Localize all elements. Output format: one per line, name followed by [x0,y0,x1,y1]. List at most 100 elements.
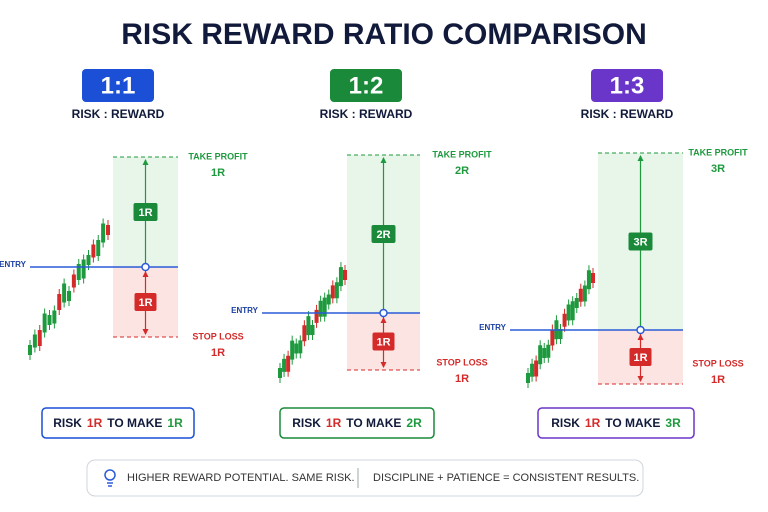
take-profit-value: 1R [211,167,225,179]
ratio-badge [591,69,663,102]
arrow-head [142,329,149,335]
reward-box [371,225,396,243]
arrow-head [637,155,644,161]
candle-body [330,285,335,299]
summary-risk-word: RISK [292,416,321,430]
candle-body [42,313,47,333]
candle-body [290,340,295,360]
summary-reward-value: 2R [406,416,422,430]
candle-body [52,310,57,324]
footer-right: DISCIPLINE + PATIENCE = CONSISTENT RESUL… [373,472,639,484]
candle-body [86,255,91,265]
title: RISK REWARD RATIO COMPARISON [121,18,647,51]
summary-reward-value: 3R [665,416,681,430]
candle-body [76,264,81,280]
bulb-icon [104,469,116,487]
take-profit-label: TAKE PROFIT [688,147,748,157]
candle-body [550,329,555,346]
risk-box [629,348,652,366]
entry-label: ENTRY [0,260,27,269]
entry-label: ENTRY [479,323,506,332]
take-profit-label: TAKE PROFIT [432,149,492,159]
risk-box [372,332,395,351]
candle-body [343,270,347,280]
candle-body [67,291,71,301]
summary-reward-value: 1R [167,416,183,430]
ratio: 1:3 [610,72,645,99]
candle-body [562,313,567,327]
summary-middle: TO MAKE [605,416,660,430]
ratio-badge [330,69,402,102]
candle-body [558,329,563,339]
candle-body [302,325,307,342]
risk-box-label: 1R [376,336,390,348]
candle-body [28,345,32,355]
entry-label: ENTRY [231,306,258,315]
arrow-head [380,157,387,163]
arrow-head [637,376,644,382]
arrow-head [142,159,149,165]
ratio-badge [82,69,154,102]
candle-body [71,274,76,288]
arrow-head [380,317,387,323]
candle-body [47,315,52,325]
ratio: 1:2 [349,72,384,99]
candle-body [32,334,37,348]
summary-pill [537,407,695,439]
candle-body [314,309,319,323]
subtitle: RISK : REWARD [72,107,165,121]
summary-pill [279,407,435,439]
candle-body [570,301,575,321]
candle-body [542,348,547,358]
candle-body [62,283,67,303]
risk-box-label: 1R [138,297,152,309]
candle-body [530,363,535,377]
risk-box-label: 1R [633,352,647,364]
candle-body [526,373,530,383]
candle-body [326,294,331,305]
entry-point [379,308,388,318]
candle-body [591,273,595,283]
candle-body [582,285,587,302]
candle-body [574,298,579,308]
subtitle: RISK : REWARD [320,107,413,121]
stop-loss-value: 1R [455,373,469,385]
candle-body [96,240,101,256]
candle-body [298,340,303,354]
stop-loss-value: 1R [711,374,725,386]
arrow-head [637,334,644,340]
candle-body [322,297,327,317]
candle-body [586,270,591,290]
candle-body [101,223,106,243]
entry-point [636,325,645,335]
stop-loss-label: STOP LOSS [436,357,487,367]
ratio: 1:1 [101,72,136,99]
take-profit-value: 2R [455,165,469,177]
summary-risk-value: 1R [585,416,601,430]
candle-body [538,345,543,365]
footer-left: HIGHER REWARD POTENTIAL. SAME RISK. [127,472,355,484]
candle-body [306,316,311,336]
candle-body [294,343,299,354]
reward-box-label: 1R [138,207,152,219]
summary-risk-value: 1R [87,416,103,430]
reward-box-label: 2R [376,229,390,241]
stop-loss-label: STOP LOSS [192,331,243,341]
candle-body [37,330,42,346]
candle-body [282,358,287,372]
reward-box [133,203,158,221]
stop-loss-value: 1R [211,347,225,359]
entry-point [141,262,150,272]
candle-body [81,259,86,279]
arrow-head [380,362,387,368]
summary: RISK 1R TO MAKE 3R [551,416,681,430]
risk-box [134,293,157,311]
candle-body [91,244,96,258]
candle-body [566,304,571,321]
summary: RISK 1R TO MAKE 1R [53,416,183,430]
candle-body [534,360,539,377]
candle-body [338,267,343,287]
candle-body [318,300,323,317]
arrow-head [142,271,149,277]
